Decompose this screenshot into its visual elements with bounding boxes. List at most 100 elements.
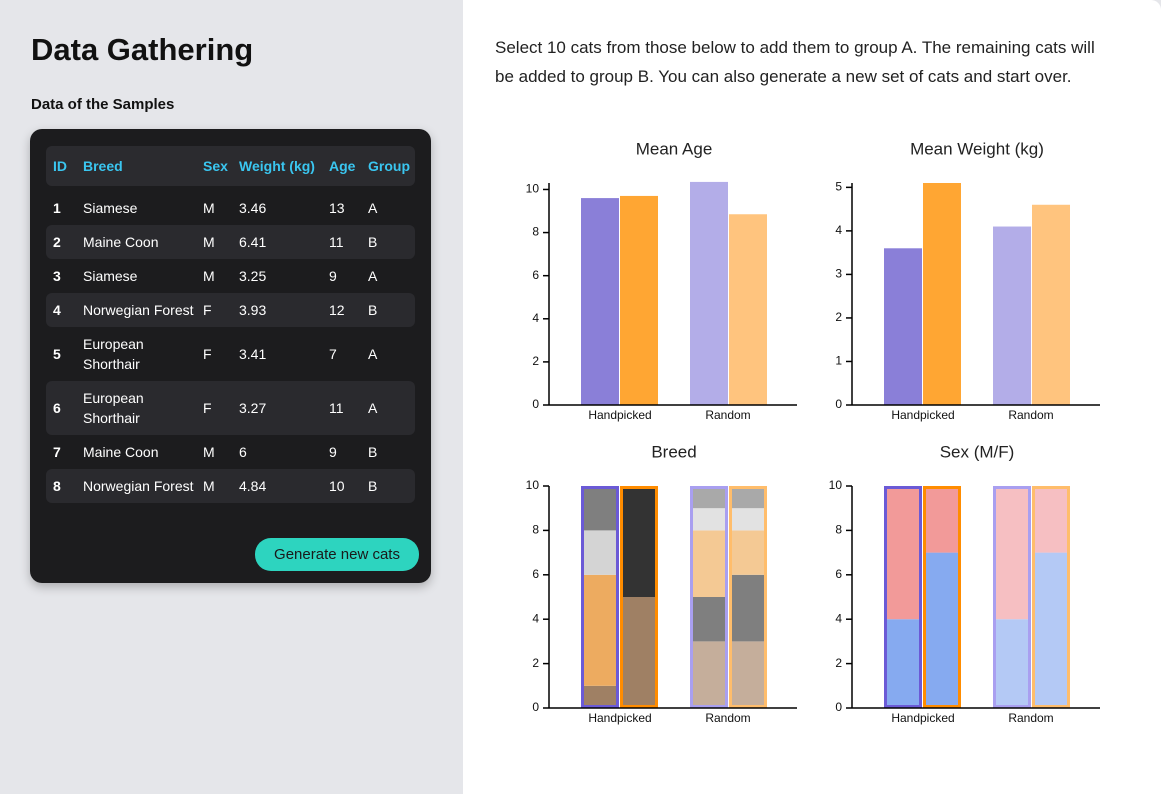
y-tick-label: 0 xyxy=(532,700,539,714)
stack-outline xyxy=(729,486,767,708)
y-tick-label: 5 xyxy=(835,180,842,194)
y-tick-label: 10 xyxy=(829,478,843,492)
table-cell: 1 xyxy=(53,200,61,216)
column-header: Breed xyxy=(83,158,123,174)
generate-button[interactable]: Generate new cats xyxy=(255,538,419,571)
x-tick-label: Random xyxy=(1008,408,1053,422)
y-tick-label: 2 xyxy=(835,656,842,670)
x-tick-label: Handpicked xyxy=(891,408,954,422)
table-cell: 4 xyxy=(53,302,61,318)
bar-segment xyxy=(690,641,728,708)
bar-segment xyxy=(620,597,658,708)
x-tick-label: Random xyxy=(705,408,750,422)
sidebar-subtitle: Data of the Samples xyxy=(31,96,175,113)
bar xyxy=(620,195,658,405)
bar-segment xyxy=(690,486,728,509)
table-cell: 5 xyxy=(53,346,61,362)
table-cell: A xyxy=(368,200,378,216)
table-cell: 2 xyxy=(53,234,61,250)
table-row: 6 European Shorthair F 3.27 11 A xyxy=(46,381,415,435)
stack-outline xyxy=(884,486,922,708)
bar-segment xyxy=(690,597,728,642)
table-cell: M xyxy=(203,234,215,250)
table-cell: Norwegian Forest xyxy=(83,302,194,318)
stack-outline xyxy=(581,486,619,708)
table-cell: Norwegian Forest xyxy=(83,478,194,494)
table-cell: Siamese xyxy=(83,200,138,216)
bar-segment xyxy=(729,574,767,642)
bar-segment xyxy=(1032,552,1070,708)
bar-segment xyxy=(884,486,922,620)
table-cell: 7 xyxy=(53,444,61,460)
bar xyxy=(581,198,619,405)
bar xyxy=(690,181,728,405)
y-tick-label: 0 xyxy=(835,397,842,411)
table-cell: A xyxy=(368,268,378,284)
stack-outline xyxy=(620,486,658,708)
table-cell: 11 xyxy=(329,400,344,416)
table-cell: A xyxy=(368,346,378,362)
table-cell: F xyxy=(203,346,212,362)
bar-segment xyxy=(581,530,619,575)
instructions: Select 10 cats from those below to add t… xyxy=(495,38,1095,86)
y-tick-label: 10 xyxy=(526,478,540,492)
y-tick-label: 4 xyxy=(835,611,842,625)
table-cell: F xyxy=(203,302,212,318)
bar xyxy=(884,248,922,405)
bar-segment xyxy=(581,574,619,686)
stack-outline xyxy=(690,486,728,708)
table-cell: Siamese xyxy=(83,268,138,284)
x-tick-label: Handpicked xyxy=(588,711,651,725)
table-cell: 8 xyxy=(53,478,61,494)
bar-segment xyxy=(1032,486,1070,553)
chart-title: Mean Weight (kg) xyxy=(910,139,1044,158)
table-row: 7 Maine Coon M 6 9 B xyxy=(46,435,415,469)
table-row: 4 Norwegian Forest F 3.93 12 B xyxy=(46,293,415,327)
bar-segment xyxy=(581,685,619,708)
sidebar: Data Gathering Data of the Samples ID Bre… xyxy=(0,0,463,794)
bar-segment xyxy=(729,508,767,531)
table-cell: M xyxy=(203,444,215,460)
table-cell: 6 xyxy=(53,400,61,416)
y-tick-label: 0 xyxy=(532,397,539,411)
stack-outline xyxy=(993,486,1031,708)
table-cell: European Shorthair xyxy=(83,390,144,426)
table-cell: 3 xyxy=(53,268,61,284)
bar-segment xyxy=(581,486,619,531)
table-cell: 3.93 xyxy=(239,302,267,318)
table-row: 8 Norwegian Forest M 4.84 10 B xyxy=(46,469,415,503)
bar-segment xyxy=(884,619,922,708)
table-cell: 10 xyxy=(329,478,345,494)
x-tick-label: Random xyxy=(705,711,750,725)
table-cell: 3.27 xyxy=(239,400,267,416)
table-row: 5 European Shorthair F 3.41 7 A xyxy=(46,327,415,381)
table-row: 1 Siamese M 3.46 13 A xyxy=(46,191,415,225)
table-cell: 9 xyxy=(329,444,337,460)
table-cell: F xyxy=(203,400,212,416)
stack-outline xyxy=(1032,486,1070,708)
table-cell: Maine Coon xyxy=(83,234,159,250)
y-tick-label: 6 xyxy=(835,567,842,581)
table-cell: M xyxy=(203,478,215,494)
y-tick-label: 8 xyxy=(532,523,539,537)
x-tick-label: Handpicked xyxy=(891,711,954,725)
table-cell: B xyxy=(368,302,378,318)
table-cell: Maine Coon xyxy=(83,444,159,460)
bar-segment xyxy=(690,530,728,597)
table-cell: B xyxy=(368,234,378,250)
x-tick-label: Handpicked xyxy=(588,408,651,422)
bar-segment xyxy=(729,486,767,509)
y-tick-label: 4 xyxy=(532,311,539,325)
bar-segment xyxy=(729,641,767,708)
table-cell: 11 xyxy=(329,234,344,250)
table-cell: European Shorthair xyxy=(83,336,144,372)
y-tick-label: 6 xyxy=(532,567,539,581)
table-cell: 9 xyxy=(329,268,337,284)
table-cell: 6 xyxy=(239,444,247,460)
stack-outline xyxy=(923,486,961,708)
bar xyxy=(993,226,1031,405)
table-card: ID Breed Sex Weight (kg) Age Group 1 Siamese M 3.… xyxy=(30,129,431,583)
y-tick-label: 8 xyxy=(532,225,539,239)
